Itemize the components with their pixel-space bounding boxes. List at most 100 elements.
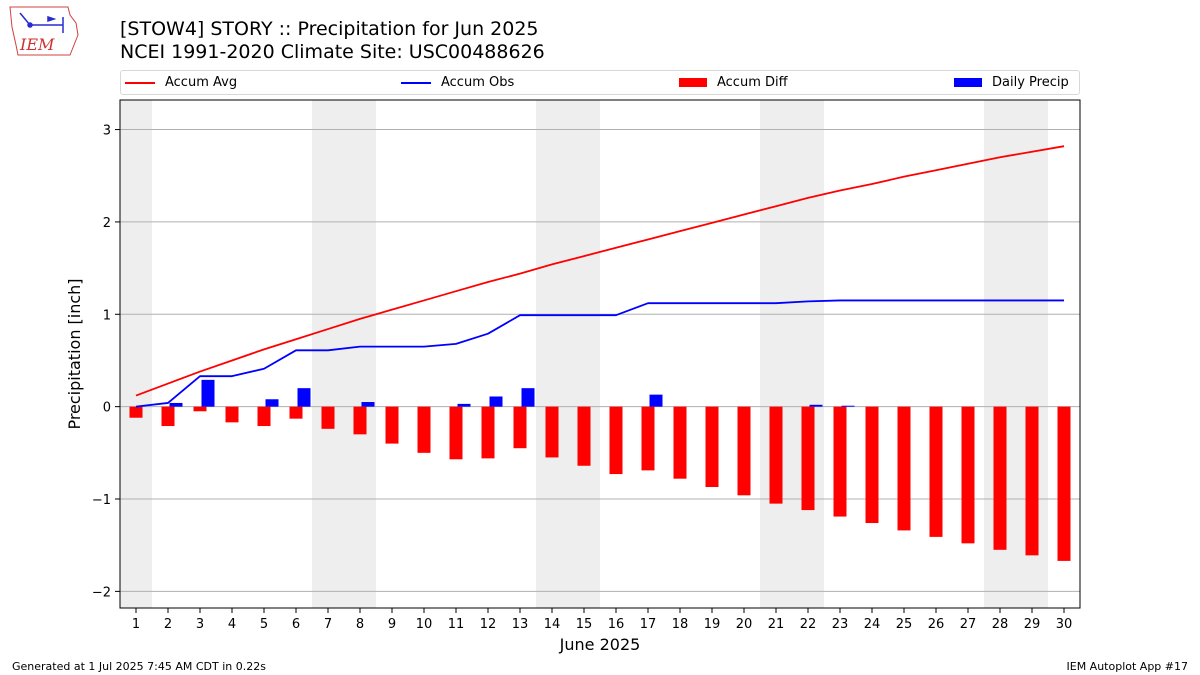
accum-diff-bar [993,406,1007,550]
legend-label-daily-precip: Daily Precip [992,75,1069,90]
xtick-label: 18 [672,617,689,632]
accum-diff-bar [577,406,591,466]
legend: Accum Avg Accum Obs Accum Diff Daily Pre… [120,70,1080,95]
legend-label-accum-avg: Accum Avg [165,75,238,90]
ytick-label: −1 [92,493,111,508]
xtick-label: 2 [164,617,172,632]
iem-logo: IEM [9,6,79,56]
xtick-label: 26 [928,617,945,632]
daily-precip-bar [521,388,535,407]
xtick-label: 16 [608,617,625,632]
xtick-label: 19 [704,617,721,632]
accum-diff-bar [865,406,879,524]
accum-diff-bar [193,406,207,412]
legend-item-accum-obs: Accum Obs [401,71,514,94]
xtick-label: 29 [1024,617,1041,632]
accum-diff-bar [289,406,303,419]
xtick-label: 12 [480,617,497,632]
accum-diff-bar [353,406,367,435]
accum-diff-bar [833,406,847,517]
accum-diff-bar [897,406,911,531]
xtick-label: 11 [448,617,465,632]
xtick-label: 20 [736,617,753,632]
accum-diff-bar [641,406,655,471]
accum-diff-bar [801,406,815,511]
plot-frame [119,99,1081,609]
accum-diff-bar [545,406,559,458]
accum-diff-bar [129,406,143,418]
ytick-label: 0 [103,401,111,416]
daily-precip-bar [361,402,375,407]
xtick-label: 14 [544,617,561,632]
accum-diff-bar [449,406,463,460]
weekend-shade-0 [120,100,152,608]
xtick-label: 28 [992,617,1009,632]
accum-diff-bar [705,406,719,488]
accum-diff-bar [737,406,751,496]
xtick-label: 15 [576,617,593,632]
legend-label-accum-obs: Accum Obs [441,75,515,90]
xtick-label: 3 [196,617,204,632]
daily-precip-bar [169,402,183,407]
xtick-label: 25 [896,617,913,632]
logo-text: IEM [19,35,55,54]
ytick-label: 1 [103,308,111,323]
accum-diff-bar [673,406,687,479]
legend-item-accum-avg: Accum Avg [125,71,237,94]
legend-item-daily-precip: Daily Precip [954,71,1069,94]
xtick-label: 6 [292,617,300,632]
xtick-label: 23 [832,617,849,632]
accum-diff-bar [929,406,943,537]
weekend-shade-2 [536,100,600,608]
legend-swatch-daily-precip [954,78,982,87]
accum-diff-bar [417,406,431,453]
weekend-shade-3 [760,100,824,608]
weekend-shade-1 [312,100,376,608]
ytick-label: 2 [103,216,111,231]
accum-diff-bar [257,406,271,427]
daily-precip-bar [265,399,279,407]
daily-precip-bar [841,405,855,407]
x-axis-label: June 2025 [559,635,641,654]
accum-diff-bar [161,406,175,427]
daily-precip-bar [297,388,311,407]
xtick-label: 7 [324,617,332,632]
xtick-label: 4 [228,617,236,632]
ytick-label: −2 [92,585,111,600]
chart-title: [STOW4] STORY :: Precipitation for Jun 2… [120,18,539,40]
xtick-label: 9 [388,617,396,632]
accum-obs-line [135,299,1064,408]
legend-swatch-accum-diff [679,78,707,87]
accum-diff-bar [321,406,335,429]
daily-precip-bar [809,404,823,407]
xtick-label: 17 [640,617,657,632]
accum-diff-bar [513,406,527,449]
accum-diff-bar [225,406,239,423]
accum-avg-line [135,145,1065,397]
xtick-label: 5 [260,617,268,632]
weather-station-icon [19,12,64,33]
xtick-label: 13 [512,617,529,632]
y-axis-label: Precipitation [inch] [65,278,84,429]
accum-diff-bar [1057,406,1071,561]
chart-subtitle: NCEI 1991-2020 Climate Site: USC00488626 [120,41,545,63]
legend-label-accum-diff: Accum Diff [717,75,788,90]
daily-precip-bar [201,379,215,407]
xtick-label: 8 [356,617,364,632]
accum-diff-bar [609,406,623,475]
iowa-state-outline [9,6,79,56]
xtick-label: 22 [800,617,817,632]
accum-diff-bar [1025,406,1039,556]
ytick-label: 3 [103,124,111,139]
xtick-label: 21 [768,617,785,632]
accum-diff-bar [385,406,399,444]
legend-line-accum-obs [401,81,431,84]
daily-precip-bar [457,403,471,407]
xtick-label: 27 [960,617,977,632]
legend-line-accum-avg [125,81,155,84]
legend-item-accum-diff: Accum Diff [679,71,788,94]
accum-diff-bar [769,406,783,504]
xtick-label: 30 [1056,617,1073,632]
accum-diff-bar [481,406,495,459]
